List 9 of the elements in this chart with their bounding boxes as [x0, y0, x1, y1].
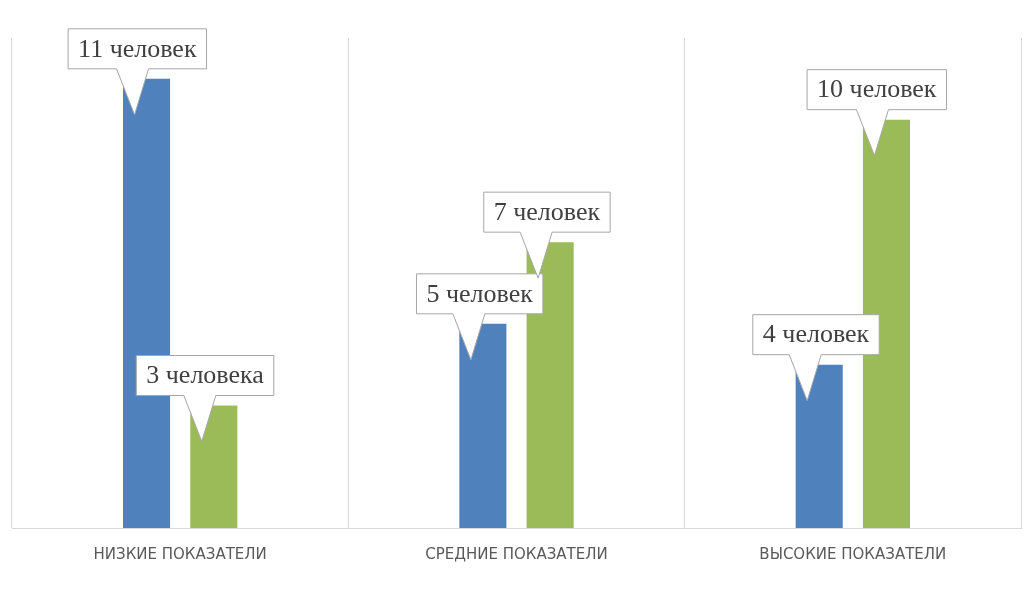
- data-label: 7 человек: [493, 196, 601, 226]
- data-label: 11 человек: [78, 33, 197, 63]
- data-label: 3 человека: [146, 360, 265, 390]
- data-label: 4 человек: [762, 319, 870, 349]
- data-label: 5 человек: [426, 278, 534, 308]
- x-tick-label: ВЫСОКИЕ ПОКАЗАТЕЛИ: [759, 544, 947, 563]
- x-tick-label: СРЕДНИЕ ПОКАЗАТЕЛИ: [425, 544, 608, 563]
- data-label: 10 человек: [817, 74, 937, 104]
- x-tick-label: НИЗКИЕ ПОКАЗАТЕЛИ: [93, 544, 267, 563]
